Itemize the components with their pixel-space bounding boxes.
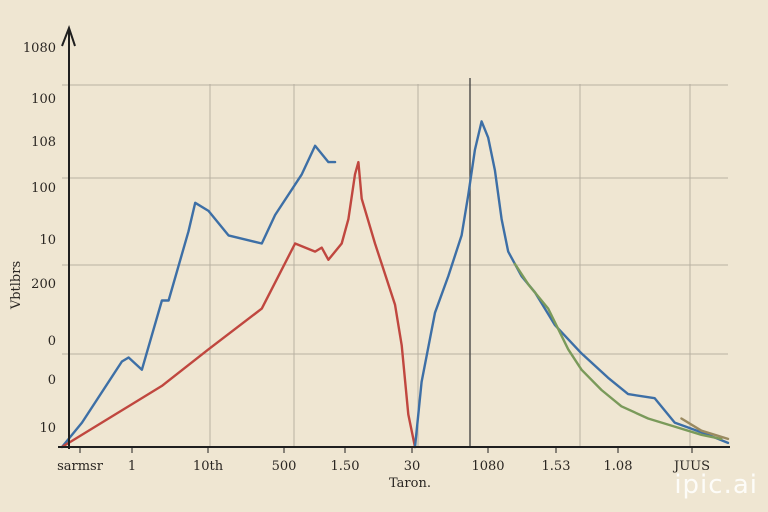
x-tick-label: 1080	[471, 459, 504, 474]
y-tick-label: 100	[31, 92, 56, 107]
x-tick-label: 500	[272, 459, 297, 474]
x-tick-label: 30	[404, 459, 421, 474]
series-line-2	[60, 160, 417, 449]
series-line-1	[60, 144, 337, 449]
y-tick-label: 10	[39, 233, 56, 248]
y-tick-label: 0	[48, 373, 56, 388]
y-tick-label: 10	[39, 421, 56, 436]
y-axis-arrow	[61, 25, 76, 47]
y-tick-label: 100	[31, 181, 56, 196]
x-tick-label: sarmsr	[57, 459, 104, 474]
series-line-4	[513, 262, 723, 441]
x-tick-labels: sarmsr 1 10th 500 1.50 30 1080 1.53 1.08 JUUS	[57, 447, 710, 474]
x-tick-label: 1.08	[604, 459, 633, 474]
x-tick-label: JUUS	[672, 459, 710, 474]
y-tick-label: 0	[48, 334, 56, 349]
watermark-text: ipic.ai	[674, 470, 758, 500]
x-tick-label: 1.53	[542, 459, 571, 474]
y-tick-label: 200	[31, 277, 56, 292]
series-line-5	[680, 417, 730, 441]
y-tick-labels: 1080 100 108 100 10 200 0 0 10	[23, 41, 56, 436]
y-axis-label: Vbtlbrs	[9, 261, 24, 310]
x-tick-label: 10th	[193, 459, 224, 474]
chart-series-group	[60, 120, 730, 449]
x-tick-label: 1	[128, 459, 136, 474]
x-tick-label: 1.50	[331, 459, 360, 474]
y-tick-label: 1080	[23, 41, 56, 56]
chart-axes	[58, 25, 730, 449]
x-axis-label: Taron.	[389, 476, 431, 491]
chart-grid	[62, 78, 728, 447]
y-tick-label: 108	[31, 135, 56, 150]
series-line-3	[413, 120, 730, 449]
